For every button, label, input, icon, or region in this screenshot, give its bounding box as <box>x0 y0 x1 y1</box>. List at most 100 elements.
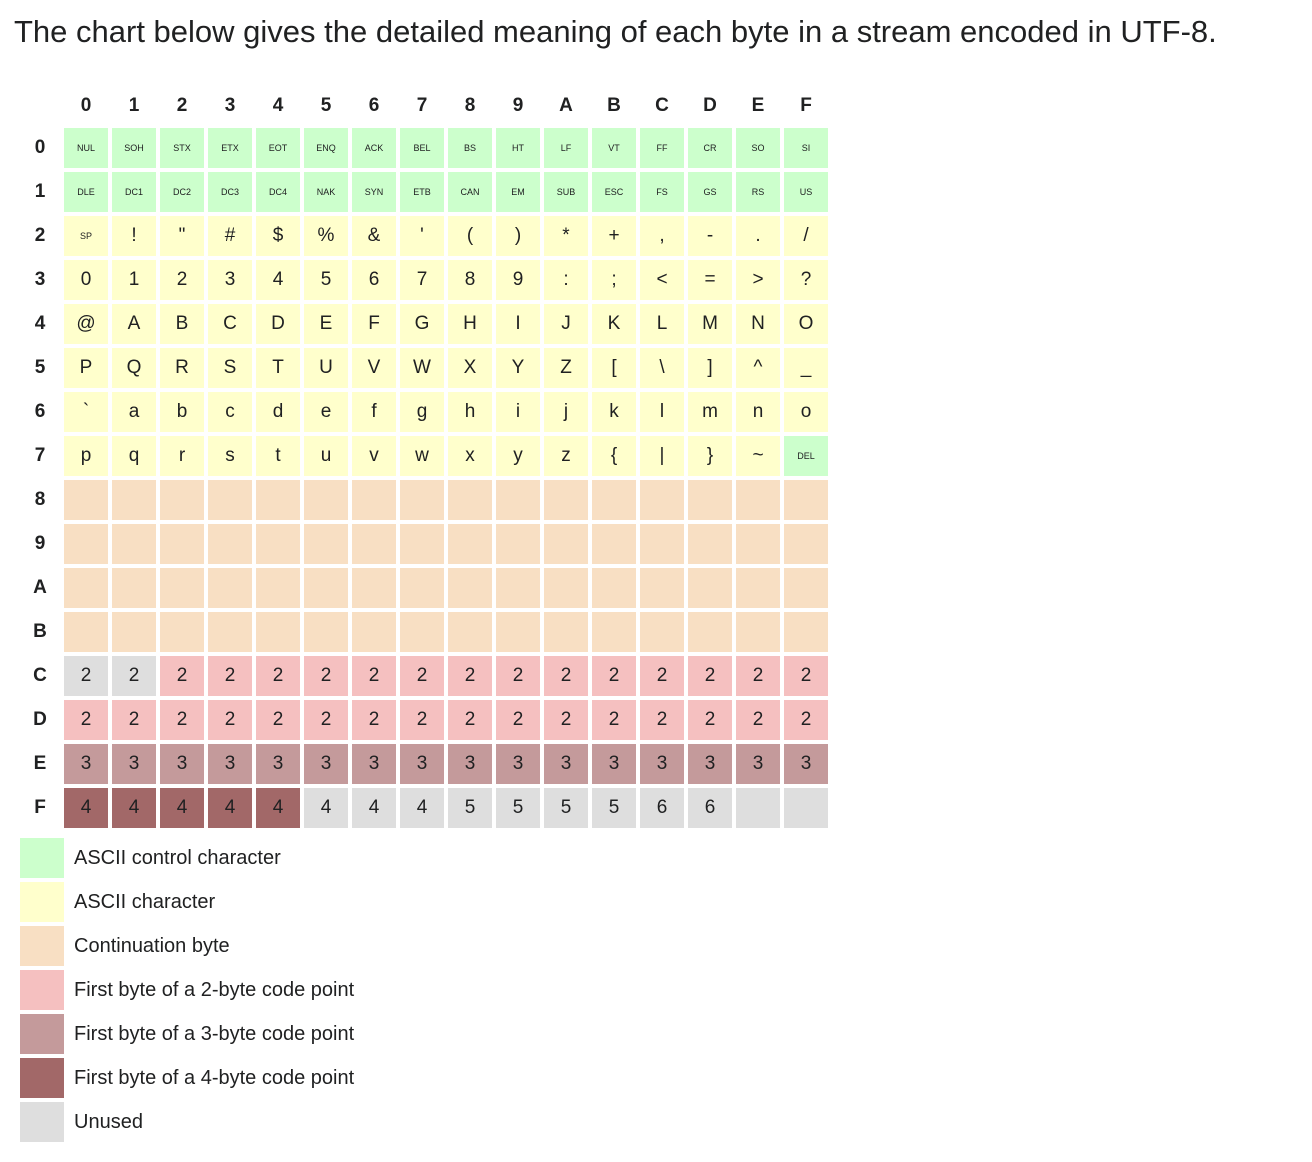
byte-cell <box>256 568 300 608</box>
byte-cell: Z <box>544 348 588 388</box>
byte-cell: 3 <box>64 744 108 784</box>
byte-cell: SO <box>736 128 780 168</box>
byte-cell: p <box>64 436 108 476</box>
byte-cell: 2 <box>736 700 780 740</box>
byte-cell <box>304 612 348 652</box>
table-row: 1 DLE DC1 DC2 DC3 DC4 NAK SYN ETB CAN EM SUB ESC FS GS… <box>20 172 828 212</box>
byte-cell: K <box>592 304 636 344</box>
byte-cell <box>208 612 252 652</box>
byte-cell: 3 <box>496 744 540 784</box>
byte-cell <box>496 480 540 520</box>
byte-cell: M <box>688 304 732 344</box>
byte-cell: 2 <box>688 656 732 696</box>
table-row: B <box>20 612 828 652</box>
column-header-e: E <box>751 95 765 116</box>
byte-cell: 2 <box>640 656 684 696</box>
legend-label: ASCII character <box>74 890 216 913</box>
byte-cell: I <box>496 304 540 344</box>
row-header-8: 8 <box>34 489 46 510</box>
byte-cell: 2 <box>784 656 828 696</box>
byte-cell: X <box>448 348 492 388</box>
byte-cell <box>544 524 588 564</box>
byte-cell <box>208 480 252 520</box>
byte-cell: ] <box>688 348 732 388</box>
byte-cell <box>784 568 828 608</box>
byte-cell <box>208 524 252 564</box>
byte-cell: _ <box>784 348 828 388</box>
byte-cell <box>592 480 636 520</box>
byte-cell: 2 <box>592 656 636 696</box>
byte-cell <box>352 568 396 608</box>
byte-cell <box>304 568 348 608</box>
byte-cell <box>448 568 492 608</box>
byte-cell <box>544 480 588 520</box>
byte-cell: \ <box>640 348 684 388</box>
row-header-d: D <box>33 709 47 730</box>
byte-cell: < <box>640 260 684 300</box>
byte-cell <box>736 524 780 564</box>
byte-cell: 9 <box>496 260 540 300</box>
byte-cell <box>160 480 204 520</box>
table-row: 2 SP! " # $% & '() * +, -. / <box>20 216 828 256</box>
byte-cell: 4 <box>64 788 108 828</box>
byte-cell: 3 <box>544 744 588 784</box>
byte-cell <box>64 568 108 608</box>
byte-cell: ETX <box>208 128 252 168</box>
byte-cell: CAN <box>448 172 492 212</box>
column-header-f: F <box>800 95 812 116</box>
byte-cell <box>448 480 492 520</box>
byte-cell: 3 <box>784 744 828 784</box>
byte-cell: ? <box>784 260 828 300</box>
byte-cell: BEL <box>400 128 444 168</box>
byte-cell: . <box>736 216 780 256</box>
legend-label: First byte of a 3-byte code point <box>74 1022 355 1045</box>
byte-cell: , <box>640 216 684 256</box>
column-header-2: 2 <box>176 95 188 116</box>
byte-cell <box>160 568 204 608</box>
corner-cell <box>20 88 60 124</box>
byte-cell: FF <box>640 128 684 168</box>
column-header-9: 9 <box>512 95 524 116</box>
byte-cell: 3 <box>352 744 396 784</box>
byte-cell: NAK <box>304 172 348 212</box>
byte-cell: [ <box>592 348 636 388</box>
table-row: 3 0 1 2 3 4 5 6 7 8 9:; < = >? <box>20 260 828 300</box>
byte-cell <box>112 480 156 520</box>
byte-cell: 4 <box>256 260 300 300</box>
byte-cell: $ <box>256 216 300 256</box>
byte-cell <box>208 568 252 608</box>
column-header-d: D <box>703 95 717 116</box>
row-header-f: F <box>34 797 46 818</box>
table-row: 8 <box>20 480 828 520</box>
byte-cell: FS <box>640 172 684 212</box>
byte-cell: % <box>304 216 348 256</box>
byte-cell: 3 <box>592 744 636 784</box>
byte-cell: 3 <box>688 744 732 784</box>
row-header-2: 2 <box>34 225 46 246</box>
byte-cell: HT <box>496 128 540 168</box>
byte-cell: u <box>304 436 348 476</box>
byte-cell: ~ <box>736 436 780 476</box>
legend-swatch <box>20 838 64 878</box>
byte-cell: 2 <box>112 656 156 696</box>
byte-cell: w <box>400 436 444 476</box>
legend-item: First byte of a 2-byte code point <box>20 970 354 1010</box>
byte-cell: ETB <box>400 172 444 212</box>
byte-cell <box>592 568 636 608</box>
byte-cell: 2 <box>448 700 492 740</box>
column-header-c: C <box>655 95 669 116</box>
byte-cell: 2 <box>352 700 396 740</box>
byte-cell: 6 <box>640 788 684 828</box>
byte-cell: 2 <box>736 656 780 696</box>
table-row: 5 P Q R S T U V W X Y Z[\] ^ _ <box>20 348 828 388</box>
byte-cell <box>160 524 204 564</box>
column-header-a: A <box>559 95 573 116</box>
byte-cell: h <box>448 392 492 432</box>
byte-cell: A <box>112 304 156 344</box>
row-header-5: 5 <box>34 357 46 378</box>
byte-cell: : <box>544 260 588 300</box>
byte-cell: 4 <box>304 788 348 828</box>
column-header-3: 3 <box>224 95 236 116</box>
byte-cell <box>640 568 684 608</box>
legend-item: First byte of a 4-byte code point <box>20 1058 354 1098</box>
